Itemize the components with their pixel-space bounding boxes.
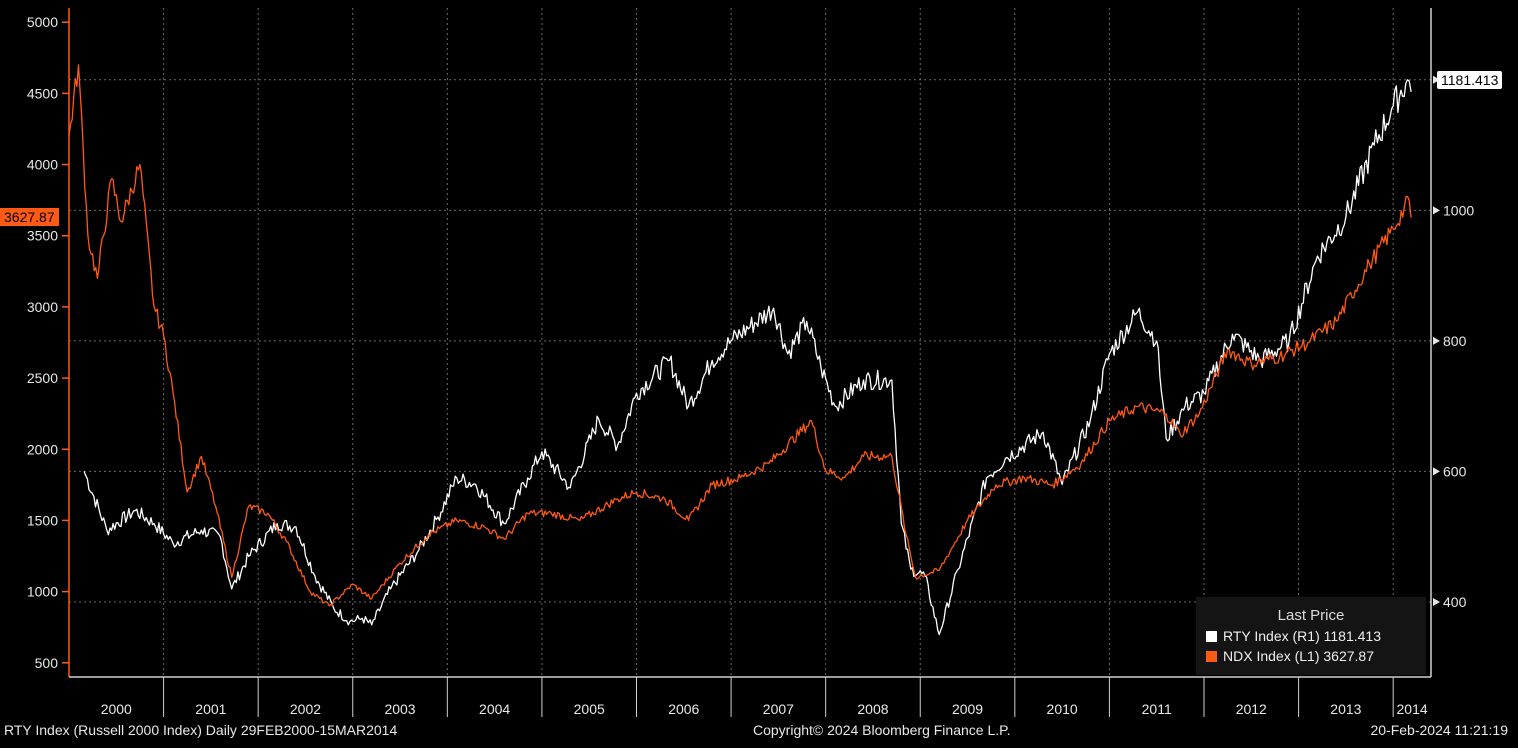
x-axis-year-label: 2009 — [952, 701, 983, 717]
x-axis-year-label: 2003 — [384, 701, 415, 717]
left-axis-tick-label: 4500 — [27, 85, 58, 101]
ndx-series-line — [68, 64, 1412, 607]
left-axis-tick-label: 1000 — [27, 584, 58, 600]
left-axis-tick-label: 500 — [35, 655, 59, 671]
legend-label-rty: RTY Index (R1) 1181.413 — [1223, 628, 1381, 644]
x-axis-year-label: 2004 — [479, 701, 510, 717]
legend-item-rty: RTY Index (R1) 1181.413 — [1206, 628, 1381, 644]
right-axis-tick-label: 400 — [1443, 594, 1467, 610]
footer-security-description: RTY Index (Russell 2000 Index) Daily 29F… — [4, 722, 398, 738]
right-axis-tick-label: 600 — [1443, 463, 1467, 479]
rty-swatch — [1206, 631, 1217, 642]
x-axis-year-label: 2001 — [195, 701, 226, 717]
right-axis-tick — [1433, 336, 1440, 345]
x-axis-year-label: 2006 — [668, 701, 699, 717]
left-axis-tick-label: 4000 — [27, 157, 58, 173]
legend-item-ndx: NDX Index (L1) 3627.87 — [1206, 648, 1374, 664]
x-axis-year-label: 2000 — [101, 701, 132, 717]
right-axis-tick — [1433, 206, 1440, 215]
footer-timestamp: 20-Feb-2024 11:21:19 — [1370, 722, 1508, 738]
right-axis-tick — [1433, 75, 1440, 84]
footer-copyright: Copyright© 2024 Bloomberg Finance L.P. — [753, 722, 1011, 738]
left-axis-tick-label: 2500 — [27, 370, 58, 386]
x-axis-year-label: 2002 — [290, 701, 321, 717]
x-axis-year-label: 2011 — [1142, 701, 1172, 717]
x-axis-year-label: 2005 — [574, 701, 605, 717]
rty-last-price-tag: 1181.413 — [1437, 71, 1503, 89]
left-axis-tick-label: 5000 — [27, 14, 58, 30]
x-axis-year-label: 2012 — [1236, 701, 1267, 717]
right-axis-tick — [1433, 597, 1440, 606]
left-axis-tick-label: 1500 — [27, 512, 58, 528]
grid-lines — [69, 8, 1431, 677]
left-axis-tick-label: 2000 — [27, 441, 58, 457]
x-axis-year-label: 2007 — [763, 701, 794, 717]
series-lines — [68, 64, 1412, 636]
x-axis-year-label: 2008 — [857, 701, 888, 717]
x-axis-year-label: 2013 — [1330, 701, 1361, 717]
right-axis-tick-label: 800 — [1443, 333, 1467, 349]
right-axis-tick — [1433, 467, 1440, 476]
ndx-last-price-tag: 3627.87 — [0, 208, 59, 226]
right-axis-tick-label: 1000 — [1443, 202, 1474, 218]
x-axis-year-label: 2014 — [1397, 701, 1428, 717]
legend-title: Last Price — [1277, 607, 1345, 624]
rty-series-line — [83, 79, 1412, 636]
x-axis-year-label: 2010 — [1047, 701, 1078, 717]
left-axis-tick-label: 3000 — [27, 299, 58, 315]
left-axis-tick-label: 3500 — [27, 228, 58, 244]
ndx-swatch — [1206, 651, 1217, 662]
legend: Last Price RTY Index (R1) 1181.413 NDX I… — [1196, 597, 1426, 675]
legend-label-ndx: NDX Index (L1) 3627.87 — [1223, 648, 1374, 664]
